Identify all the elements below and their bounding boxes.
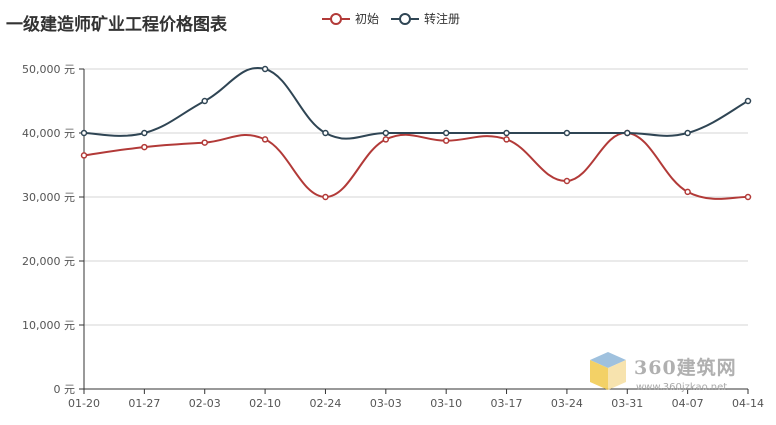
series-line-0 (83, 131, 749, 200)
watermark-url: www.360jzkao.net (636, 382, 727, 393)
x-tick-label: 01-20 (68, 397, 100, 410)
x-tick-label: 03-03 (370, 397, 402, 410)
data-point[interactable] (261, 65, 269, 73)
data-point[interactable] (80, 152, 88, 159)
legend-label-initial: 初始 (355, 12, 380, 26)
axes: 0 元 10,000 元 20,000 元 30,000 元 40,000 元 50,00… (22, 63, 764, 410)
legend: 初始 转注册 (322, 10, 460, 27)
watermark-cube-icon (590, 352, 626, 390)
data-points (80, 65, 752, 201)
data-point[interactable] (563, 177, 571, 185)
watermark-logo: 360建筑网 www.360jzkao.net (590, 352, 737, 393)
data-point[interactable] (382, 136, 390, 143)
legend-swatch-transfer-icon (391, 12, 420, 25)
data-point[interactable] (201, 139, 208, 146)
y-tick-label: 50,000 元 (22, 63, 75, 76)
data-point[interactable] (201, 97, 208, 105)
x-tick-label: 03-10 (430, 397, 462, 410)
x-tick-label: 04-14 (732, 397, 764, 410)
data-point[interactable] (141, 129, 148, 137)
data-point[interactable] (141, 143, 148, 151)
data-point[interactable] (624, 129, 631, 137)
data-point[interactable] (322, 193, 329, 201)
data-point[interactable] (503, 136, 510, 143)
data-point[interactable] (684, 188, 691, 196)
y-tick-label: 10,000 元 (22, 319, 75, 332)
data-point[interactable] (80, 129, 88, 137)
data-point[interactable] (442, 137, 450, 144)
data-point[interactable] (744, 97, 752, 105)
x-tick-label: 03-17 (491, 397, 523, 410)
x-tick-label: 01-27 (128, 397, 160, 410)
x-tick-label: 03-31 (611, 397, 643, 410)
legend-label-transfer: 转注册 (424, 12, 461, 26)
legend-item-transfer[interactable]: 转注册 (391, 10, 460, 27)
data-point[interactable] (261, 136, 269, 143)
legend-item-initial[interactable]: 初始 (322, 10, 379, 27)
y-tick-label: 0 元 (54, 383, 76, 396)
data-point[interactable] (744, 193, 752, 201)
data-point[interactable] (563, 129, 571, 137)
x-tick-label: 02-03 (189, 397, 221, 410)
watermark-brand: 360建筑网 (634, 356, 737, 379)
y-tick-label: 20,000 元 (22, 255, 75, 268)
data-point[interactable] (503, 129, 510, 137)
chart-title: 一级建造师矿业工程价格图表 (6, 15, 227, 35)
data-point[interactable] (442, 129, 450, 137)
y-tick-label: 30,000 元 (22, 191, 75, 204)
grid-lines (84, 68, 748, 326)
x-tick-label: 02-24 (309, 397, 341, 410)
series-line-1 (83, 66, 749, 140)
data-point[interactable] (322, 129, 329, 137)
data-point[interactable] (382, 129, 390, 137)
x-tick-label: 03-24 (551, 397, 583, 410)
x-tick-label: 02-10 (249, 397, 281, 410)
y-tick-label: 40,000 元 (22, 127, 75, 140)
data-point[interactable] (684, 129, 691, 137)
x-tick-label: 04-07 (672, 397, 704, 410)
legend-swatch-initial-icon (322, 12, 350, 25)
